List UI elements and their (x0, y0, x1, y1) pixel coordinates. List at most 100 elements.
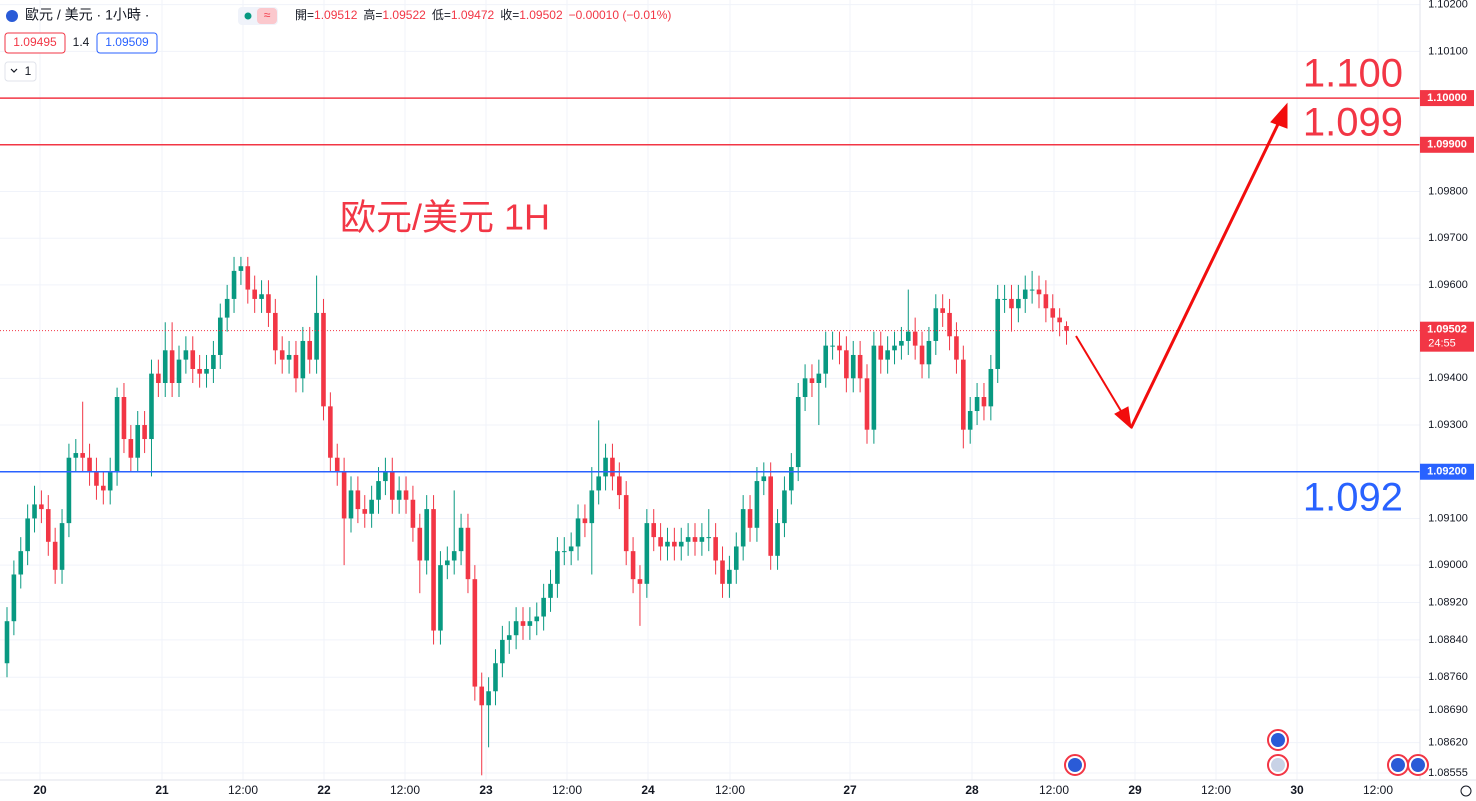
candle-body (795, 397, 801, 468)
candle-body (892, 345, 897, 351)
candle-body (871, 345, 877, 430)
candle-body (837, 345, 842, 351)
candle-body (1064, 326, 1069, 331)
candle-body (142, 425, 147, 440)
x-tick-label: 12:00 (228, 783, 258, 797)
ohlc-label: 收= (500, 8, 519, 22)
candle-body (1029, 289, 1035, 291)
candle-body (300, 340, 306, 379)
candle-body (451, 551, 457, 561)
candle-body (782, 490, 787, 524)
candle-body (967, 411, 973, 430)
y-tick-label: 1.08555 (1428, 767, 1468, 779)
grid (0, 0, 1420, 780)
candle-body (348, 490, 354, 519)
candle-body (183, 350, 189, 360)
candle-body (713, 537, 718, 561)
y-tick-label: 1.10200 (1428, 0, 1468, 11)
candle-body (328, 406, 333, 458)
candle-body (231, 270, 237, 299)
candle-body (417, 527, 423, 561)
x-tick-label: 29 (1128, 783, 1142, 797)
ask-box[interactable] (96, 32, 158, 54)
ohlc-label: 開= (295, 8, 314, 22)
price-level-tag (1420, 90, 1474, 107)
candle-body (45, 509, 51, 542)
candle-body (768, 476, 773, 556)
candle-body (623, 495, 629, 552)
candle-body (403, 490, 409, 500)
candle-body (121, 397, 127, 440)
candle-body (1050, 308, 1056, 318)
candle-body (520, 621, 526, 626)
candle-body (135, 425, 141, 458)
candle-body (424, 509, 429, 561)
candle-body (878, 345, 884, 360)
candle-body (25, 518, 30, 552)
y-tick-label: 1.08690 (1428, 704, 1468, 716)
chevron (10, 68, 18, 73)
price-level-annotation: 1.100 (1303, 52, 1403, 96)
candle-body (80, 453, 85, 458)
arrow-head (1114, 406, 1132, 430)
x-tick-label: 20 (33, 783, 47, 797)
candle-body (740, 509, 746, 547)
candle-body (864, 378, 870, 430)
candle-body (156, 373, 161, 383)
candle-body (610, 457, 615, 477)
candle-body (39, 504, 44, 510)
candle-body (534, 616, 540, 622)
ohlc-values: 開= 1.09512 高= 1.09522 低= 1.09472 收= 1.09502 −0.0… (295, 7, 671, 22)
candle-body (809, 378, 815, 383)
candle-body (651, 523, 657, 538)
candle-body (630, 551, 636, 580)
x-tick-label: 23 (479, 783, 493, 797)
candle-body (259, 294, 264, 299)
candle-body (472, 579, 478, 687)
candle-body (293, 354, 299, 379)
y-tick-label: 1.09100 (1428, 512, 1468, 524)
y-tick-label: 1.08620 (1428, 737, 1468, 749)
candle-body (224, 298, 230, 318)
candles (4, 256, 1069, 776)
candle-body (1043, 294, 1049, 309)
candle-body (273, 312, 278, 351)
candle-body (816, 373, 822, 383)
indicator-toggle[interactable] (4, 61, 37, 82)
price-level-annotation: 1.099 (1303, 100, 1403, 144)
candle-body (961, 359, 966, 430)
candle-body (383, 471, 388, 482)
symbol[interactable]: 歐元 / 美元 · 1小時 · (25, 7, 149, 23)
candle-body (479, 686, 485, 706)
candle-body (1057, 317, 1062, 323)
candle-body (541, 597, 546, 617)
candle-body (465, 527, 471, 580)
bid-box[interactable] (4, 32, 66, 54)
candle-body (899, 340, 904, 346)
candle-body (555, 551, 560, 584)
candle-body (912, 331, 918, 346)
delay-icon: ≈ (264, 8, 271, 22)
candle-body (362, 509, 368, 514)
candle-body (665, 541, 670, 547)
last-price-tag (1420, 321, 1474, 352)
y-tick-label: 1.09800 (1428, 185, 1468, 197)
settings-button[interactable] (1460, 785, 1472, 797)
price-lines (0, 97, 1420, 473)
candle-body (527, 621, 533, 626)
candle-body (114, 397, 120, 472)
arrow-head (1270, 102, 1288, 129)
candle-body (107, 471, 113, 491)
candle-body (32, 504, 37, 519)
candle-body (933, 308, 939, 341)
x-tick-label: 12:00 (1201, 783, 1231, 797)
candle-body (169, 350, 175, 383)
candle-body (830, 345, 835, 347)
candle-body (438, 565, 443, 631)
y-tick-label: 1.09400 (1428, 372, 1468, 384)
candle-body (341, 471, 347, 519)
candle-body (431, 509, 436, 631)
candle-body (314, 312, 319, 360)
candle-body (445, 560, 450, 566)
